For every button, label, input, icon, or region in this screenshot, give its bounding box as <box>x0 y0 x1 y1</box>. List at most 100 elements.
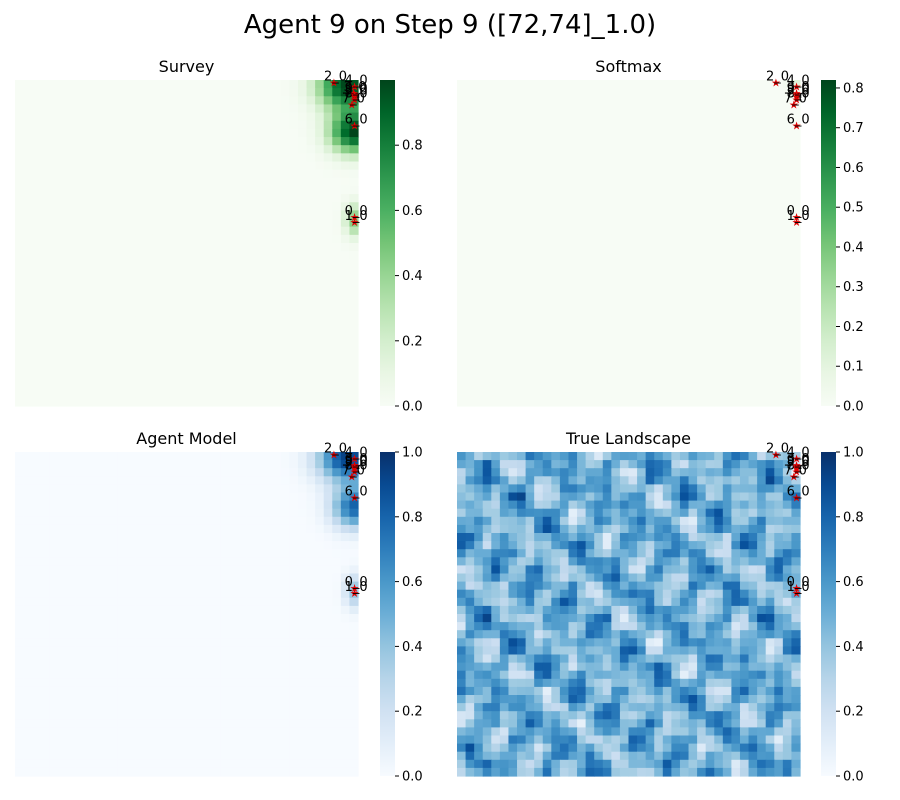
colorbar-tick-label: 0.6 <box>843 575 864 590</box>
panel-title: Softmax <box>595 57 661 76</box>
colorbar-tick-label: 0.2 <box>402 705 423 720</box>
colorbar-tick-label: 0.7 <box>843 121 864 136</box>
marker-label: 4_0 <box>787 445 810 460</box>
colorbar <box>821 452 836 776</box>
marker-star: ★ <box>329 449 339 462</box>
panel-softmax: Softmax ★2_0★3_0★4_0★5_0★8_0★9_0★7_0★6_0★… <box>457 57 864 415</box>
marker-star: ★ <box>792 211 802 224</box>
markers: ★2_0★3_0★4_0★5_0★8_0★9_0★7_0★6_0★0_0★1_0 <box>324 70 368 229</box>
colorbar-tick-label: 1.0 <box>402 446 423 461</box>
marker-label: 8_0 <box>345 458 368 473</box>
marker-star: ★ <box>789 470 799 483</box>
markers: ★2_0★3_0★4_0★5_0★8_0★9_0★7_0★6_0★0_0★1_0 <box>324 442 368 600</box>
figure-title: Agent 9 on Step 9 ([72,74]_1.0) <box>243 10 657 40</box>
marker-star: ★ <box>792 461 802 474</box>
marker-label: 9_0 <box>345 454 368 469</box>
marker-star: ★ <box>771 449 781 462</box>
marker-label: 7_0 <box>342 463 365 478</box>
marker-star: ★ <box>792 89 802 102</box>
marker-label: 5_0 <box>345 455 368 470</box>
colorbar <box>380 452 395 776</box>
marker-label: 9_0 <box>787 454 810 469</box>
colorbar-tick-label: 0.2 <box>402 334 423 349</box>
marker-label: 1_0 <box>345 580 368 595</box>
panel-survey: Survey ★2_0★3_0★4_0★5_0★8_0★9_0★7_0★6_0★0… <box>15 57 423 415</box>
panel-title: Survey <box>159 57 215 76</box>
heatmap-cells <box>15 452 359 777</box>
colorbar-tick-label: 0.0 <box>402 400 423 415</box>
marker-label: 2_0 <box>324 70 347 85</box>
marker-star: ★ <box>792 491 802 504</box>
colorbar-tick-label: 0.0 <box>843 770 864 785</box>
marker-star: ★ <box>792 120 802 133</box>
marker-label: 7_0 <box>784 463 807 478</box>
marker-label: 2_0 <box>766 442 789 457</box>
marker-star: ★ <box>792 81 802 94</box>
marker-label: 5_0 <box>787 455 810 470</box>
colorbar-tick-label: 0.2 <box>843 320 864 335</box>
marker-label: 1_0 <box>345 209 368 224</box>
marker-label: 1_0 <box>787 580 810 595</box>
panel-agent-model: Agent Model ★2_0★3_0★4_0★5_0★8_0★9_0★7_0★… <box>15 429 423 785</box>
marker-star: ★ <box>792 94 802 107</box>
markers: ★2_0★3_0★4_0★5_0★8_0★9_0★7_0★6_0★0_0★1_0 <box>766 70 810 229</box>
marker-label: 0_0 <box>345 575 368 590</box>
marker-label: 8_0 <box>787 87 810 102</box>
marker-star: ★ <box>792 452 802 465</box>
marker-star: ★ <box>792 87 802 100</box>
colorbar-tick-label: 0.4 <box>843 640 864 655</box>
panel-title: Agent Model <box>136 429 236 448</box>
marker-label: 0_0 <box>787 575 810 590</box>
colorbar-tick-label: 0.4 <box>402 640 423 655</box>
marker-label: 1_0 <box>787 209 810 224</box>
marker-star: ★ <box>350 462 360 475</box>
marker-star: ★ <box>350 587 360 600</box>
colorbar-tick-label: 0.6 <box>402 575 423 590</box>
colorbar <box>380 80 395 406</box>
panel-title: True Landscape <box>565 429 691 448</box>
marker-star: ★ <box>347 470 357 483</box>
marker-label: 0_0 <box>787 204 810 219</box>
marker-star: ★ <box>350 81 360 94</box>
marker-label: 4_0 <box>787 74 810 89</box>
marker-label: 7_0 <box>784 91 807 106</box>
marker-label: 4_0 <box>345 74 368 89</box>
marker-star: ★ <box>329 77 339 90</box>
heatmap-cells <box>457 452 801 777</box>
marker-star: ★ <box>350 89 360 102</box>
colorbar-tick-label: 0.8 <box>843 510 864 525</box>
marker-label: 2_0 <box>766 70 789 85</box>
heatmap-cells <box>457 80 801 407</box>
marker-label: 2_0 <box>324 442 347 457</box>
marker-star: ★ <box>350 120 360 133</box>
marker-star: ★ <box>792 459 802 472</box>
marker-label: 3_0 <box>787 80 810 95</box>
marker-label: 6_0 <box>787 113 810 128</box>
marker-star: ★ <box>350 582 360 595</box>
marker-star: ★ <box>350 211 360 224</box>
panel-true-landscape: True Landscape★2_0★3_0★4_0★5_0★8_0★9_0★7… <box>457 429 864 785</box>
marker-label: 6_0 <box>345 484 368 499</box>
marker-star: ★ <box>792 587 802 600</box>
marker-star: ★ <box>792 462 802 475</box>
marker-star: ★ <box>350 216 360 229</box>
marker-star: ★ <box>347 98 357 111</box>
colorbar-tick-label: 0.8 <box>402 510 423 525</box>
marker-label: 3_0 <box>345 452 368 467</box>
heatmap-cells <box>15 80 359 407</box>
colorbar-tick-label: 0.5 <box>843 201 864 216</box>
colorbar-tick-label: 0.4 <box>402 269 423 284</box>
marker-label: 0_0 <box>345 204 368 219</box>
colorbar-tick-label: 0.0 <box>843 400 864 415</box>
marker-label: 6_0 <box>345 113 368 128</box>
colorbar-tick-label: 0.6 <box>402 204 423 219</box>
marker-star: ★ <box>350 90 360 103</box>
colorbar-tick-label: 0.6 <box>843 161 864 176</box>
marker-label: 7_0 <box>342 91 365 106</box>
colorbar <box>821 80 836 406</box>
colorbar-tick-label: 0.8 <box>402 139 423 154</box>
colorbar-tick-label: 0.8 <box>843 81 864 96</box>
marker-label: 3_0 <box>787 452 810 467</box>
marker-label: 5_0 <box>345 83 368 98</box>
